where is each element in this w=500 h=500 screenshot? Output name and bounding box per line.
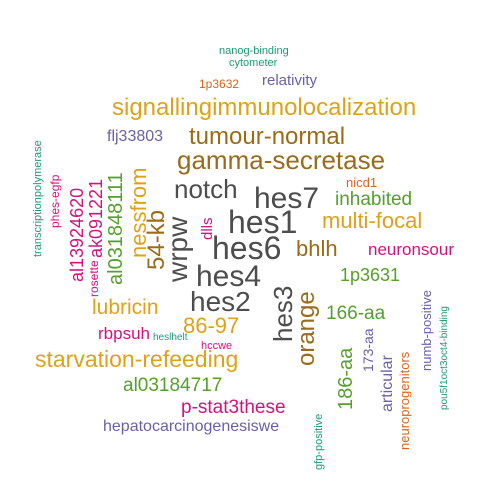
word-dlls: dlls xyxy=(199,217,216,240)
word-186-aa: 186-aa xyxy=(335,347,357,410)
word-articular: articular xyxy=(379,355,396,412)
word-hes1: hes1 xyxy=(228,204,298,240)
word-transcriptionpolymerase: transcriptionpolymerase xyxy=(32,140,44,257)
word-neuronsour: neuronsour xyxy=(368,240,455,259)
word-phes-egfp: phes-egfp xyxy=(48,174,62,228)
word-nanog-binding: nanog-binding xyxy=(219,45,289,57)
word-hes6: hes6 xyxy=(212,230,282,266)
word-cytometer: cytometer xyxy=(229,57,278,69)
word-hes4: hes4 xyxy=(196,260,262,293)
word-al13924620: al13924620 xyxy=(67,187,87,282)
word-nessfrom: nessfrom xyxy=(126,167,151,258)
word-tumour-normal: tumour-normal xyxy=(189,123,346,150)
word-signallingimmunolocalization: signallingimmunolocalization xyxy=(112,94,417,121)
word-lubricin: lubricin xyxy=(92,296,159,319)
word-gfp-positive: gfp-positive xyxy=(313,413,325,470)
word-al031848111: al031848111 xyxy=(105,172,127,285)
word-flj33803: flj33803 xyxy=(107,128,164,145)
word-gamma-secretase: gamma-secretase xyxy=(177,145,386,175)
word-bhlh: bhlh xyxy=(296,236,338,261)
word-166-aa: 166-aa xyxy=(326,303,386,324)
word-pou5f1oct3oct4-binding: pou5f1oct3oct4-binding xyxy=(439,306,450,410)
word-al03184717: al03184717 xyxy=(123,375,223,396)
word-numb-positive: numb-positive xyxy=(419,290,434,371)
word-p-stat3these: p-stat3these xyxy=(181,397,286,418)
word-1p3631: 1p3631 xyxy=(340,265,401,285)
word-starvation-refeeding: starvation-refeeding xyxy=(35,346,239,372)
word-173-aa: 173-aa xyxy=(360,328,376,372)
word-hccwe: hccwe xyxy=(201,340,233,352)
word-inhabited: inhabited xyxy=(335,189,413,210)
word-heslhelt: heslhelt xyxy=(153,332,188,343)
word-multi-focal: multi-focal xyxy=(322,208,423,233)
word-hepatocarcinogenesiswe: hepatocarcinogenesiswe xyxy=(103,418,280,435)
word-hes2: hes2 xyxy=(190,286,251,317)
word-nicd1: nicd1 xyxy=(346,175,378,190)
word-relativity: relativity xyxy=(262,72,318,89)
word-ak091221: ak091221 xyxy=(86,178,106,258)
word-1p3632: 1p3632 xyxy=(199,77,240,91)
word-86-97: 86-97 xyxy=(183,313,240,338)
word-notch: notch xyxy=(174,174,238,204)
word-rosette: rosette xyxy=(87,260,101,297)
word-rbpsuh: rbpsuh xyxy=(98,324,150,343)
word-orange: orange xyxy=(293,291,320,366)
word-hes7: hes7 xyxy=(254,182,320,215)
word-neuroprogenitors: neuroprogenitors xyxy=(397,351,412,450)
